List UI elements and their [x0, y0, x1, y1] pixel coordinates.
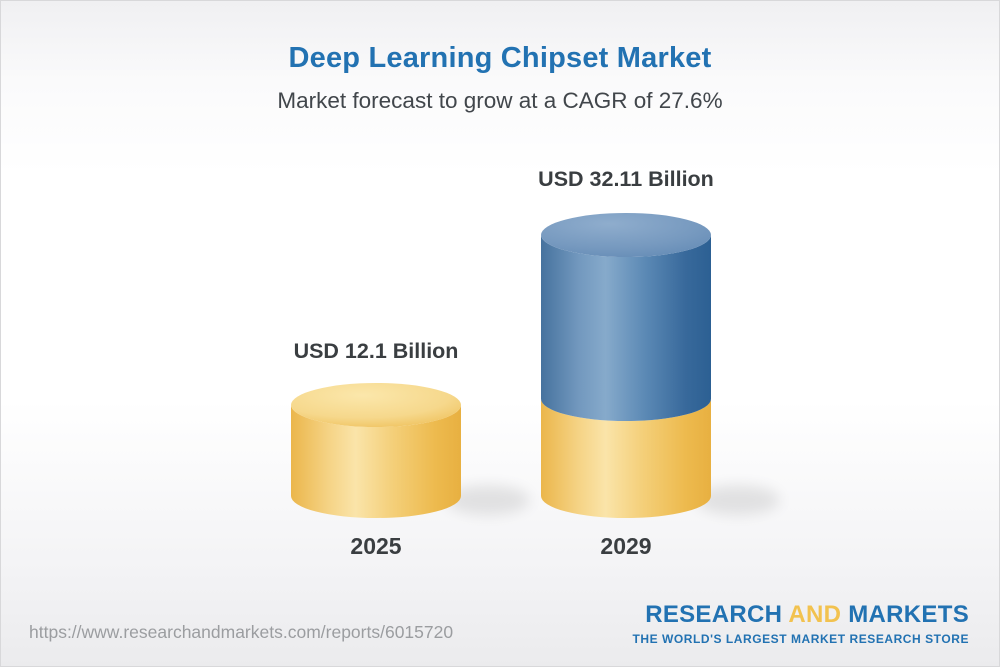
logo-tagline: THE WORLD'S LARGEST MARKET RESEARCH STOR… [632, 632, 969, 646]
value-label-2025: USD 12.1 Billion [293, 339, 459, 363]
page-subtitle: Market forecast to grow at a CAGR of 27.… [277, 88, 723, 113]
bar-2029-growth-segment [541, 235, 711, 421]
bar-2029-base-segment [541, 399, 711, 518]
value-label-2029: USD 32.11 Billion [538, 167, 714, 191]
research-and-markets-logo: RESEARCH AND MARKETS THE WORLD'S LARGEST… [632, 601, 969, 646]
logo-word-research: RESEARCH [645, 601, 783, 628]
logo-word-markets: MARKETS [848, 601, 969, 628]
page-title: Deep Learning Chipset Market [288, 42, 712, 74]
logo-wordmark: RESEARCH AND MARKETS [632, 601, 969, 629]
shadow-2025 [446, 485, 530, 515]
category-label-2025: 2025 [350, 533, 402, 559]
bar-2025-cylinder [291, 383, 461, 518]
logo-word-and: AND [788, 601, 842, 628]
bar-2029-cylinder [541, 213, 711, 518]
category-label-2029: 2029 [600, 533, 652, 559]
shadow-2029 [696, 485, 780, 515]
report-url-link[interactable]: https://www.researchandmarkets.com/repor… [29, 622, 454, 642]
